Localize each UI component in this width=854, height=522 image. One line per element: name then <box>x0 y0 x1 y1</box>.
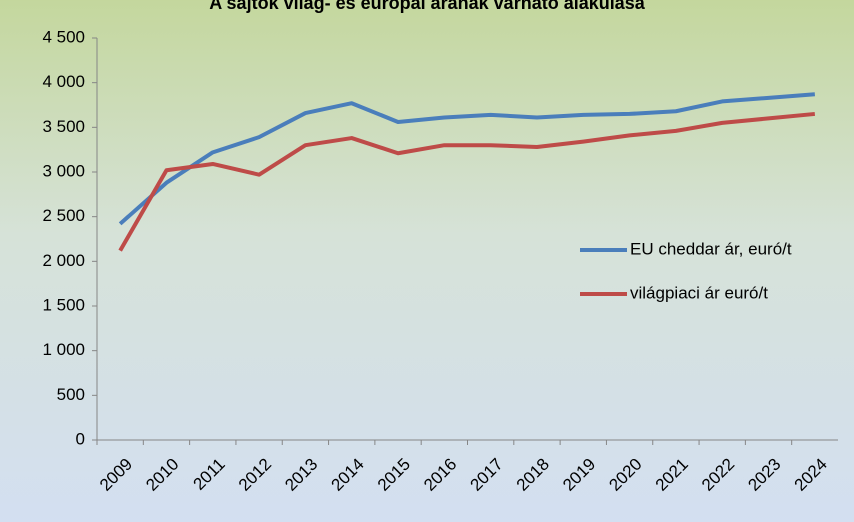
y-tick-label: 1 500 <box>42 295 85 314</box>
y-tick-label: 3 500 <box>42 117 85 136</box>
y-tick-label: 4 000 <box>42 72 85 91</box>
y-tick-label: 0 <box>76 429 85 448</box>
y-tick-label: 1 000 <box>42 340 85 359</box>
legend-label: EU cheddar ár, euró/t <box>630 239 792 258</box>
chart-title: A sajtók világ- és európai árának várhat… <box>209 0 646 13</box>
line-series <box>118 111 816 252</box>
legend-label: világpiaci ár euró/t <box>630 283 768 302</box>
y-tick-label: 4 500 <box>42 27 85 46</box>
y-tick-label: 3 000 <box>42 161 85 180</box>
y-tick-label: 2 500 <box>42 206 85 225</box>
y-tick-label: 2 000 <box>42 251 85 270</box>
y-tick-label: 500 <box>57 385 85 404</box>
line-series <box>118 92 815 226</box>
